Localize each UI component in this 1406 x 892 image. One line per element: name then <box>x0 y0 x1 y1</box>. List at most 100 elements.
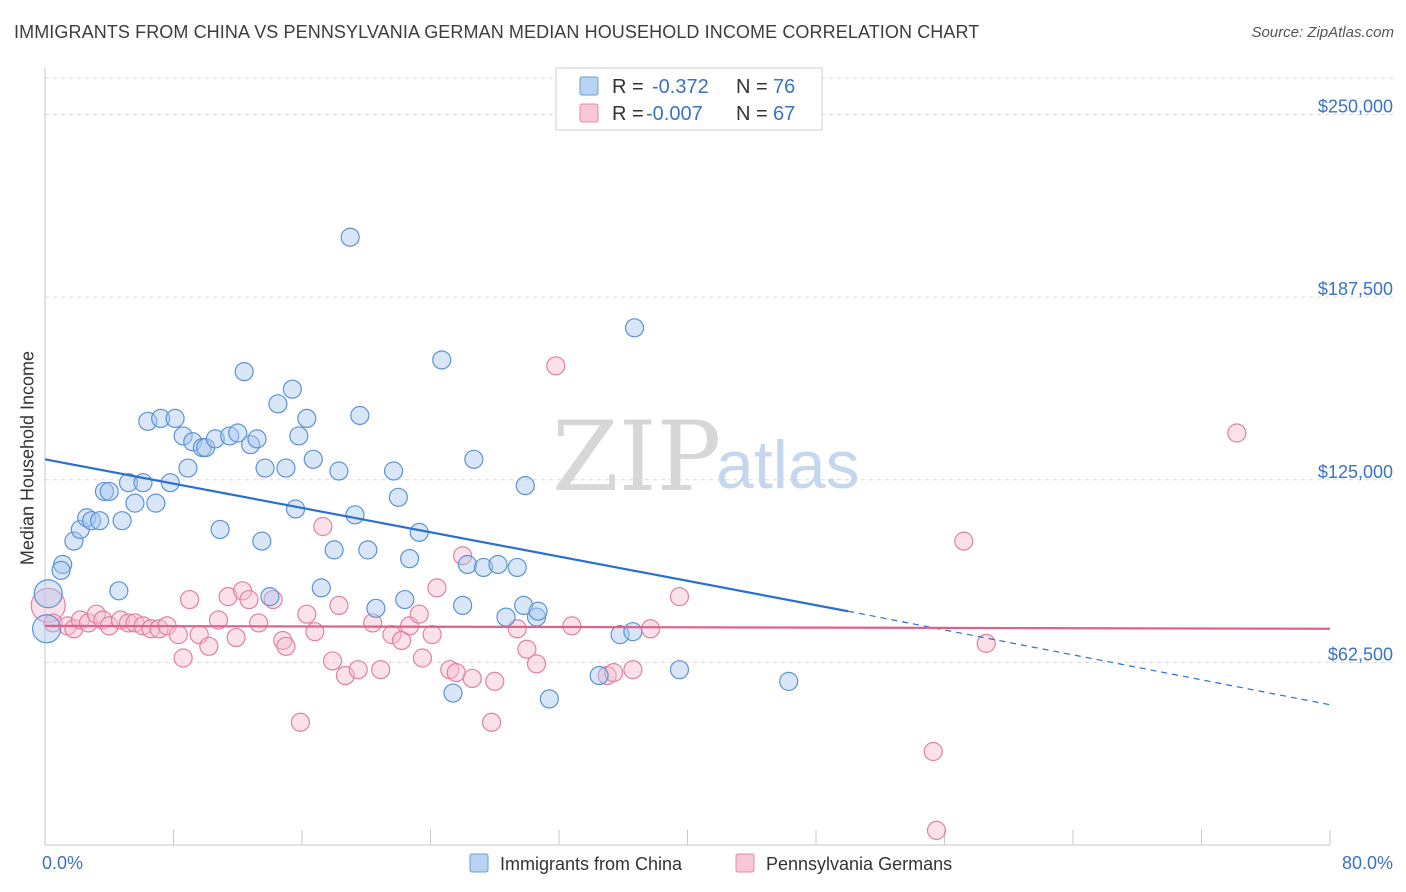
pg-point <box>562 616 582 636</box>
x-tick-label-1: 80.0% <box>1342 853 1393 873</box>
pg-point <box>226 627 246 648</box>
pg-point <box>348 660 368 680</box>
pg-point <box>179 589 200 610</box>
china-point <box>515 476 535 496</box>
pg-point <box>30 587 66 624</box>
china-point <box>388 487 408 507</box>
immigrants-from-china-points <box>32 227 799 709</box>
china-point <box>173 426 193 446</box>
china-point <box>282 379 302 399</box>
legend-n-value-pg: 67 <box>773 103 795 125</box>
pg-point <box>481 712 502 732</box>
china-point <box>669 660 690 680</box>
pg-point <box>640 619 661 639</box>
china-point <box>178 458 198 478</box>
china-point <box>252 531 272 551</box>
china-point <box>624 318 645 338</box>
pg-point <box>485 671 505 691</box>
china-point <box>234 362 254 382</box>
axes-layer <box>44 68 1331 846</box>
pg-point <box>669 587 690 607</box>
china-point <box>228 423 248 443</box>
legend-n-label-pg: N = <box>736 103 768 125</box>
top-legend: R = -0.372 N = 76 R = -0.007 N = 67 <box>555 67 823 131</box>
china-point <box>473 557 494 578</box>
china-point <box>210 519 230 540</box>
china-point <box>125 493 145 513</box>
china-point <box>539 689 559 709</box>
pg-point <box>604 663 624 683</box>
bottom-legend-label-pg: Pennsylvania Germans <box>766 854 952 874</box>
china-point <box>64 531 84 551</box>
china-point <box>51 560 71 580</box>
pg-point <box>371 660 391 680</box>
china-point <box>33 579 63 609</box>
legend-swatch-pg <box>579 103 599 123</box>
china-point <box>395 589 415 610</box>
pg-point <box>462 668 482 689</box>
pg-point <box>507 619 527 639</box>
china-point <box>297 408 317 429</box>
china-point <box>32 614 62 644</box>
china-point <box>151 408 171 429</box>
legend-box <box>555 67 823 131</box>
pg-point <box>218 587 238 607</box>
pg-point <box>208 610 229 630</box>
pg-point <box>954 531 974 551</box>
pg-point <box>168 625 188 645</box>
china-point <box>623 622 643 642</box>
china-point <box>112 511 132 531</box>
pg-point <box>297 604 317 624</box>
pg-point <box>173 648 193 668</box>
china-point <box>366 598 386 618</box>
pg-point <box>517 639 537 659</box>
pg-point <box>263 589 283 610</box>
china-point <box>528 601 548 621</box>
pg-point <box>546 356 566 376</box>
china-point <box>99 481 119 502</box>
watermark-atlas: atlas <box>716 427 860 503</box>
china-point <box>507 557 527 578</box>
pg-point <box>43 613 63 633</box>
y-tick-label-0: $62,500 <box>1328 644 1393 664</box>
pg-point <box>427 578 447 598</box>
china-point <box>255 458 275 478</box>
bottom-legend-swatch-pg <box>735 853 755 873</box>
legend-r-label-pg: R = <box>612 103 644 125</box>
pg-point <box>322 651 343 671</box>
legend-r-label-china: R = <box>612 76 644 98</box>
china-point <box>464 449 484 469</box>
china-point <box>589 665 609 686</box>
china-point <box>350 405 370 426</box>
china-point <box>311 578 331 598</box>
china-point <box>94 481 115 502</box>
pg-point <box>249 613 269 633</box>
china-point <box>488 554 508 575</box>
tick-labels: $62,500 $125,000 $187,500 $250,000 0.0% 80.0% <box>42 97 1393 873</box>
china-point <box>340 227 360 247</box>
y-tick-label-3: $250,000 <box>1318 97 1393 117</box>
watermark-zip: ZIP <box>552 401 721 513</box>
legend-r-value-pg: -0.007 <box>646 103 703 125</box>
chart-source: Source: ZipAtlas.com <box>1251 24 1394 41</box>
pg-point <box>446 663 466 683</box>
china-point <box>81 511 102 531</box>
china-point <box>205 429 225 449</box>
china-point <box>457 554 478 575</box>
china-point <box>358 540 378 560</box>
pg-point <box>141 619 161 639</box>
china-point <box>400 549 420 569</box>
china-point <box>90 511 110 531</box>
legend-n-value-china: 76 <box>773 76 795 98</box>
pg-point <box>453 546 473 566</box>
bottom-legend: Immigrants from China Pennsylvania Germa… <box>469 853 952 874</box>
pg-point <box>926 820 947 840</box>
china-point <box>324 540 344 560</box>
china-point <box>383 461 404 481</box>
pg-point <box>239 589 259 610</box>
pg-point <box>276 636 296 656</box>
pg-point <box>623 660 643 680</box>
trend-lines <box>44 458 1331 706</box>
y-tick-label-1: $125,000 <box>1318 462 1393 482</box>
china-point <box>514 595 534 616</box>
